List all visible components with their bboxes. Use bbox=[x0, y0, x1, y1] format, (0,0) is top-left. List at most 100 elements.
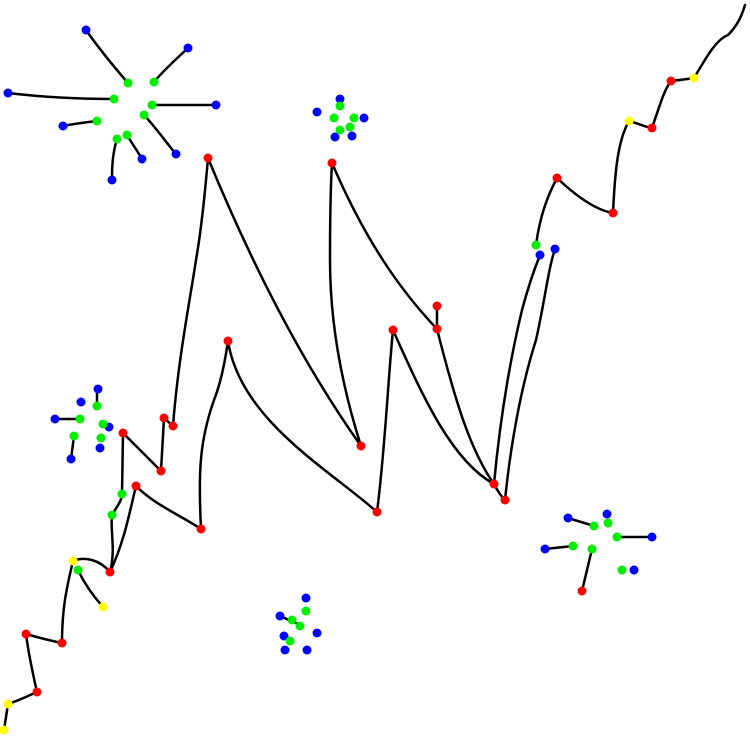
node bbox=[568, 541, 578, 551]
curve bbox=[328, 161, 439, 448]
spoke bbox=[152, 46, 190, 84]
node bbox=[489, 479, 499, 489]
node bbox=[602, 509, 612, 519]
spoke bbox=[580, 547, 594, 593]
node bbox=[531, 240, 541, 250]
node bbox=[540, 544, 550, 554]
node bbox=[301, 593, 311, 603]
node bbox=[647, 123, 657, 133]
node bbox=[137, 154, 147, 164]
node bbox=[196, 524, 206, 534]
node bbox=[327, 158, 337, 168]
main-nodes bbox=[0, 73, 699, 735]
node bbox=[617, 565, 627, 575]
node bbox=[93, 384, 103, 394]
spoke bbox=[61, 119, 99, 128]
node bbox=[312, 628, 322, 638]
spoke bbox=[142, 113, 178, 156]
node bbox=[95, 443, 105, 453]
node bbox=[68, 556, 78, 566]
curve bbox=[534, 3, 747, 247]
node bbox=[647, 532, 657, 542]
node bbox=[550, 244, 560, 254]
node bbox=[666, 76, 676, 86]
node bbox=[117, 489, 127, 499]
node bbox=[359, 113, 369, 123]
node bbox=[612, 532, 622, 542]
node bbox=[0, 725, 9, 735]
node bbox=[345, 122, 355, 132]
cluster bbox=[50, 384, 114, 464]
node bbox=[76, 397, 86, 407]
spoke bbox=[566, 516, 596, 528]
node bbox=[32, 687, 42, 697]
node bbox=[3, 699, 13, 709]
spoke bbox=[84, 28, 130, 85]
cluster bbox=[312, 94, 369, 142]
node bbox=[203, 153, 213, 163]
node bbox=[109, 94, 119, 104]
node bbox=[66, 454, 76, 464]
node bbox=[372, 507, 382, 517]
node bbox=[563, 513, 573, 523]
node bbox=[302, 645, 312, 655]
spoke bbox=[6, 91, 116, 101]
node bbox=[587, 544, 597, 554]
node bbox=[689, 73, 699, 83]
curve bbox=[108, 156, 363, 574]
node bbox=[301, 606, 311, 616]
node bbox=[603, 518, 613, 528]
node bbox=[73, 565, 83, 575]
node bbox=[107, 510, 117, 520]
node bbox=[347, 131, 357, 141]
node bbox=[356, 441, 366, 451]
node bbox=[168, 421, 178, 431]
node bbox=[75, 414, 85, 424]
node bbox=[589, 521, 599, 531]
node bbox=[183, 43, 193, 53]
node bbox=[335, 125, 345, 135]
node bbox=[330, 132, 340, 142]
node bbox=[535, 250, 545, 260]
cluster bbox=[540, 509, 657, 596]
node bbox=[92, 116, 102, 126]
node bbox=[118, 428, 128, 438]
node bbox=[295, 621, 305, 631]
node bbox=[500, 495, 510, 505]
node bbox=[3, 88, 13, 98]
node bbox=[112, 134, 122, 144]
node bbox=[123, 78, 133, 88]
node bbox=[335, 101, 345, 111]
curve bbox=[108, 328, 496, 574]
node bbox=[107, 175, 117, 185]
node bbox=[608, 208, 618, 218]
node bbox=[211, 100, 221, 110]
node bbox=[92, 401, 102, 411]
node bbox=[335, 94, 345, 104]
curve bbox=[503, 247, 557, 502]
node bbox=[287, 615, 297, 625]
node bbox=[275, 611, 285, 621]
node bbox=[388, 325, 398, 335]
node bbox=[131, 481, 141, 491]
node bbox=[159, 413, 169, 423]
node bbox=[69, 431, 79, 441]
node bbox=[156, 466, 166, 476]
spoke bbox=[543, 544, 575, 551]
node bbox=[105, 567, 115, 577]
curve bbox=[435, 253, 542, 486]
node bbox=[285, 636, 295, 646]
node bbox=[50, 414, 60, 424]
node bbox=[58, 121, 68, 131]
curve bbox=[76, 568, 105, 609]
node bbox=[139, 110, 149, 120]
node bbox=[552, 173, 562, 183]
node bbox=[432, 301, 442, 311]
spoke bbox=[110, 137, 119, 182]
node bbox=[149, 77, 159, 87]
node bbox=[280, 645, 290, 655]
node bbox=[98, 419, 108, 429]
node bbox=[96, 433, 106, 443]
cluster bbox=[3, 25, 221, 185]
